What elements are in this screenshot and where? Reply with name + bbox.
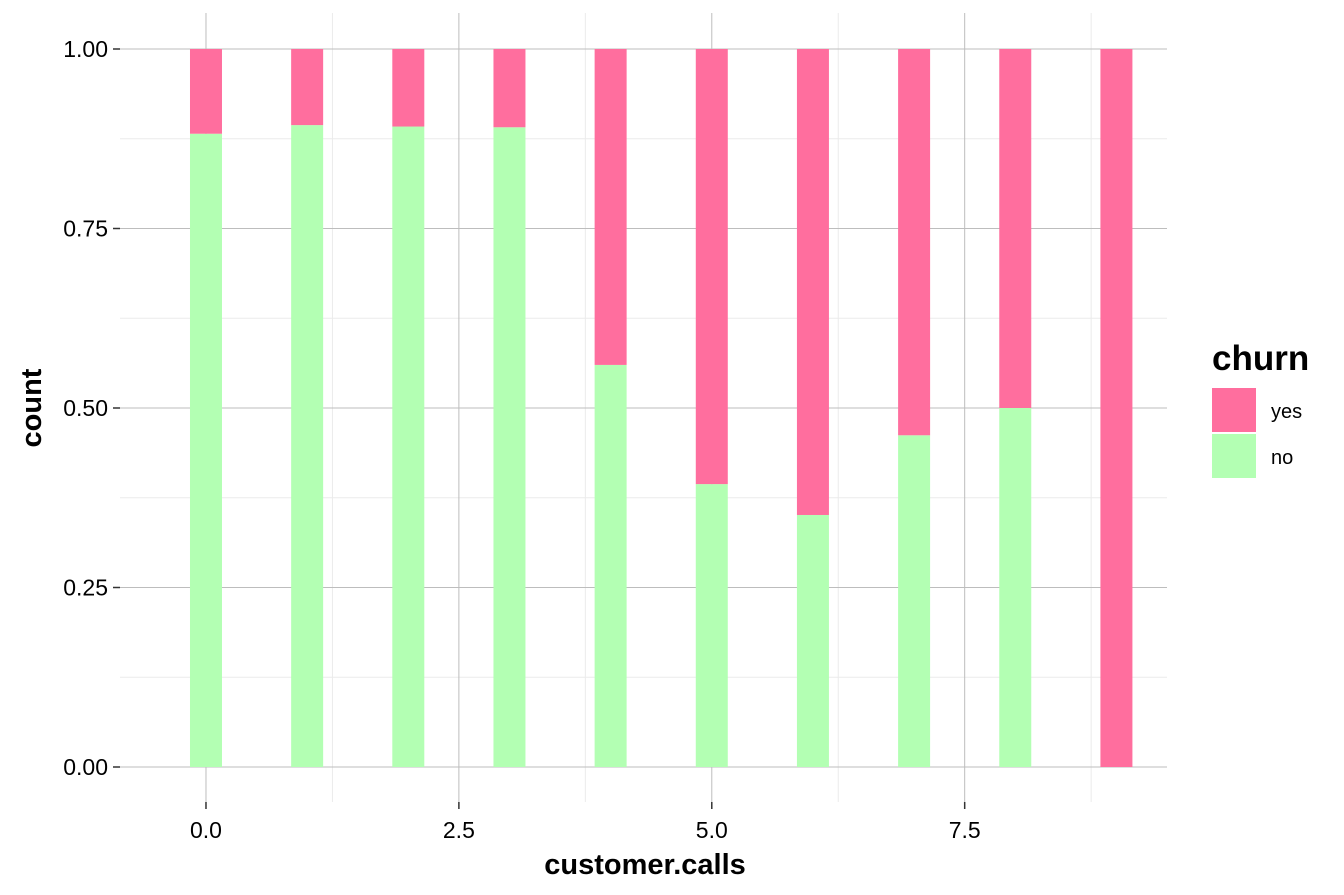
bar-yes-3 bbox=[493, 49, 526, 128]
legend-label-no: no bbox=[1271, 447, 1293, 469]
bar-no-8 bbox=[999, 408, 1032, 767]
legend-key-no bbox=[1212, 434, 1256, 478]
bar-no-0 bbox=[189, 133, 222, 767]
bar-yes-4 bbox=[594, 49, 627, 365]
y-tick-label: 0.25 bbox=[63, 575, 108, 601]
bar-no-1 bbox=[291, 125, 324, 767]
y-tick-label: 1.00 bbox=[63, 36, 108, 62]
bars bbox=[189, 49, 1133, 767]
x-tick-label: 2.5 bbox=[443, 817, 475, 843]
y-axis-title: count bbox=[16, 368, 48, 447]
bar-yes-8 bbox=[999, 49, 1032, 408]
bar-no-5 bbox=[695, 484, 728, 767]
bar-no-3 bbox=[493, 127, 526, 767]
y-tick-label: 0.50 bbox=[63, 395, 108, 421]
legend-title: churn bbox=[1212, 339, 1309, 378]
legend-key-yes bbox=[1212, 388, 1256, 432]
legend: churn yes no bbox=[1212, 339, 1309, 478]
y-axis: 0.00 0.25 0.50 0.75 1.00 bbox=[63, 36, 120, 780]
x-tick-label: 7.5 bbox=[949, 817, 981, 843]
legend-label-yes: yes bbox=[1271, 401, 1302, 423]
x-tick-label: 0.0 bbox=[190, 817, 222, 843]
bar-yes-1 bbox=[291, 49, 324, 126]
bar-yes-9 bbox=[1100, 49, 1133, 767]
y-tick-label: 0.75 bbox=[63, 216, 108, 242]
y-tick-label: 0.00 bbox=[63, 754, 108, 780]
bar-no-7 bbox=[898, 435, 931, 767]
bar-yes-5 bbox=[695, 49, 728, 485]
bar-yes-0 bbox=[189, 49, 222, 134]
bar-yes-2 bbox=[392, 49, 425, 127]
bar-yes-7 bbox=[898, 49, 931, 436]
bar-no-2 bbox=[392, 126, 425, 767]
x-axis-title: customer.calls bbox=[544, 849, 746, 881]
bar-no-4 bbox=[594, 364, 627, 767]
bar-yes-6 bbox=[796, 49, 829, 515]
x-axis: 0.0 2.5 5.0 7.5 bbox=[190, 802, 981, 843]
bar-no-6 bbox=[796, 514, 829, 767]
x-tick-label: 5.0 bbox=[696, 817, 728, 843]
